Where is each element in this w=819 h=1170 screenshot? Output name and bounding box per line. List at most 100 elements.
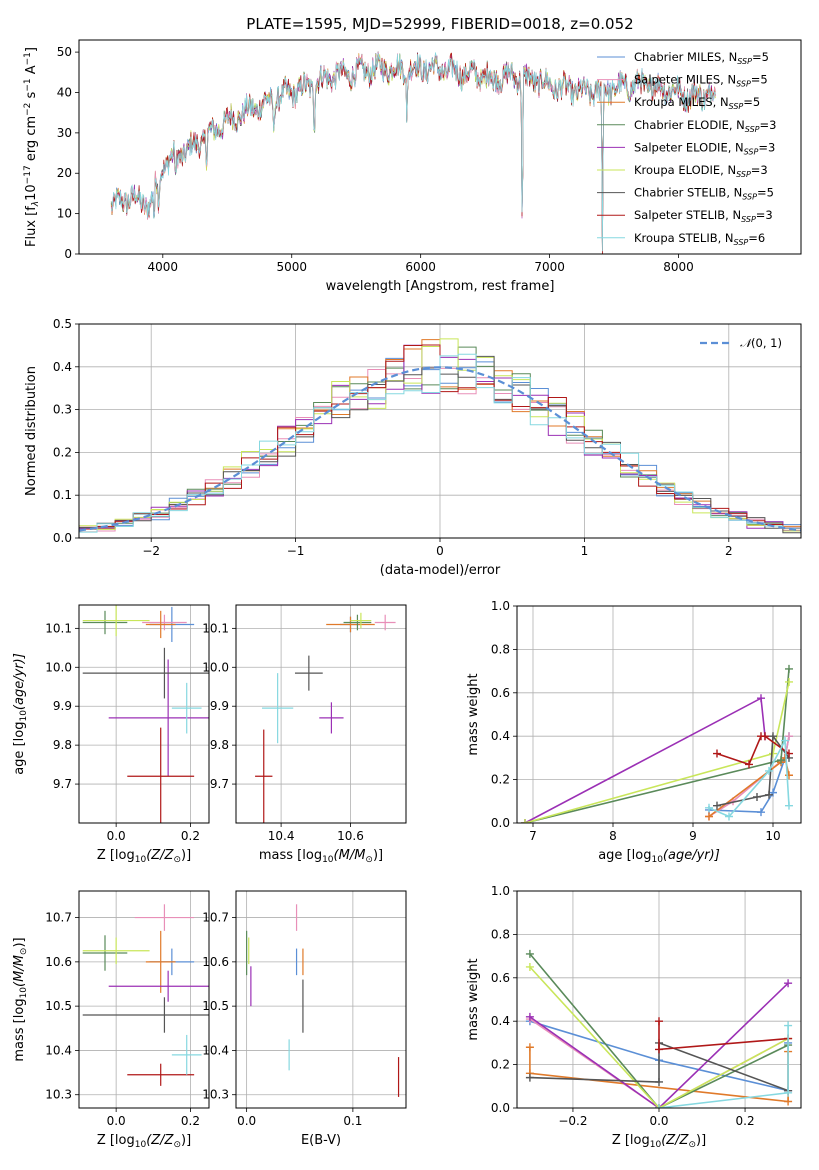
y-tick-label: 0 bbox=[64, 247, 72, 261]
weight-marker bbox=[784, 1021, 793, 1030]
plots-layer: 4000 5000 6000 7000 800001020304050wavelengt… bbox=[12, 39, 802, 1150]
x-tick-label: 10.6 bbox=[337, 829, 364, 843]
errorbar-point-2 bbox=[145, 930, 176, 993]
x-tick-label: 8000 bbox=[663, 260, 694, 274]
x-tick-label: 0.0 bbox=[107, 829, 126, 843]
legend-label-1: Salpeter MILES, NSSP=5 bbox=[634, 73, 768, 89]
legend-label-7: Salpeter STELIB, NSSP=3 bbox=[634, 208, 773, 224]
weight-line bbox=[529, 953, 789, 1108]
errorbar-point-6 bbox=[82, 997, 209, 1033]
errorbar-point-7 bbox=[255, 729, 273, 823]
plot-area-age_vs_mass bbox=[255, 612, 396, 823]
weight-series-7 bbox=[655, 1017, 793, 1054]
y-tick-label: 0.5 bbox=[53, 317, 72, 331]
y-tick-label: 10.0 bbox=[45, 660, 72, 674]
y-tick-label: 0.0 bbox=[53, 531, 72, 545]
y-axis-label: Flux [fλ10−17 erg cm−2 s−1 A−1] bbox=[23, 47, 41, 247]
weight-marker bbox=[525, 1043, 534, 1052]
normal-curve bbox=[79, 366, 801, 532]
figure-title: PLATE=1595, MJD=52999, FIBERID=0018, z=0… bbox=[246, 15, 633, 33]
weight-marker bbox=[777, 756, 785, 765]
y-tick-label: 1.0 bbox=[491, 884, 510, 898]
x-tick-label: 0.2 bbox=[181, 1114, 200, 1128]
weight-marker bbox=[785, 732, 793, 741]
weight-series-5 bbox=[521, 677, 793, 823]
x-axis-label: Z [log10(Z/Z⊙)] bbox=[97, 1133, 191, 1150]
weight-marker bbox=[705, 812, 713, 821]
axes-frame bbox=[235, 604, 407, 824]
y-tick-label: 10.6 bbox=[45, 955, 72, 969]
y-tick-label: 0.1 bbox=[53, 488, 72, 502]
y-tick-label: 10.3 bbox=[45, 1088, 72, 1102]
y-tick-label: 20 bbox=[57, 166, 72, 180]
x-tick-label: 0.0 bbox=[237, 1114, 256, 1128]
y-tick-label: 0.2 bbox=[491, 1058, 510, 1072]
weight-series-8 bbox=[655, 1021, 793, 1108]
weight-line bbox=[529, 966, 789, 1108]
weight-marker bbox=[525, 1012, 534, 1021]
errorbar-point-3 bbox=[82, 935, 128, 971]
axes-frame bbox=[78, 604, 210, 824]
y-tick-label: 30 bbox=[57, 126, 72, 140]
y-tick-label: 10.1 bbox=[202, 621, 229, 635]
y-tick-label: 10.0 bbox=[202, 660, 229, 674]
x-tick-label: 0.1 bbox=[343, 1114, 362, 1128]
x-tick-label: 9 bbox=[689, 829, 697, 843]
y-tick-label: 10.3 bbox=[202, 1088, 229, 1102]
y-tick-label: 10.7 bbox=[202, 911, 229, 925]
weight-line bbox=[529, 982, 789, 1108]
legend-label-0: Chabrier MILES, NSSP=5 bbox=[634, 50, 769, 66]
errorbar-point-6 bbox=[294, 655, 323, 691]
errorbar-point-1 bbox=[142, 614, 187, 631]
errorbar-point-5 bbox=[82, 605, 150, 637]
weight-marker bbox=[765, 766, 773, 775]
legend: 𝒩(0, 1) bbox=[700, 336, 782, 350]
plot-area-weight_vs_Z bbox=[525, 949, 793, 1108]
weight-series-4 bbox=[521, 694, 769, 823]
y-tick-label: 40 bbox=[57, 85, 72, 99]
y-tick-label: 0.4 bbox=[53, 360, 72, 374]
weight-marker bbox=[761, 732, 769, 741]
y-axis-label: mass [log10(M/M⊙)] bbox=[12, 937, 29, 1061]
y-axis-label: mass weight bbox=[466, 673, 481, 755]
x-axis-label: E(B-V) bbox=[301, 1133, 341, 1148]
legend-label-normal: 𝒩(0, 1) bbox=[740, 336, 782, 350]
x-tick-label: 0 bbox=[436, 544, 444, 558]
errorbar-point-5 bbox=[82, 937, 150, 965]
plot-area-mass_vs_Z bbox=[82, 904, 209, 1086]
weight-marker bbox=[655, 1104, 663, 1108]
y-tick-label: 10.5 bbox=[45, 999, 72, 1013]
x-tick-label: 10 bbox=[765, 829, 780, 843]
weight-marker bbox=[521, 819, 529, 823]
weight-marker bbox=[725, 812, 733, 821]
y-tick-label: 0.4 bbox=[491, 729, 510, 743]
weight-marker bbox=[655, 1077, 663, 1086]
x-tick-label: 4000 bbox=[148, 260, 179, 274]
x-tick-label: 8 bbox=[609, 829, 617, 843]
legend-label-6: Chabrier STELIB, NSSP=5 bbox=[634, 186, 774, 202]
weight-marker bbox=[713, 749, 721, 758]
axes-frame bbox=[516, 890, 802, 1109]
weight-marker bbox=[757, 694, 765, 703]
axes-frame bbox=[235, 890, 407, 1109]
y-tick-label: 9.9 bbox=[210, 699, 229, 713]
x-axis-label: Z [log10(Z/Z⊙)] bbox=[97, 848, 191, 865]
weight-marker bbox=[525, 962, 534, 971]
weight-marker bbox=[769, 732, 777, 741]
y-tick-label: 9.7 bbox=[53, 777, 72, 791]
y-tick-label: 50 bbox=[57, 45, 72, 59]
y-tick-label: 0.2 bbox=[491, 773, 510, 787]
y-tick-label: 10 bbox=[57, 207, 72, 221]
x-tick-label: −0.2 bbox=[558, 1114, 587, 1128]
legend-label-3: Chabrier ELODIE, NSSP=3 bbox=[634, 118, 776, 134]
x-tick-label: 0.2 bbox=[736, 1114, 755, 1128]
weight-marker bbox=[655, 1017, 663, 1026]
x-tick-label: 0.0 bbox=[107, 1114, 126, 1128]
y-tick-label: 0.2 bbox=[53, 445, 72, 459]
errorbar-point-7 bbox=[127, 1063, 195, 1086]
x-axis-label: Z [log10(Z/Z⊙)] bbox=[612, 1133, 706, 1150]
y-tick-label: 1.0 bbox=[491, 599, 510, 613]
plot-area-spectrum bbox=[110, 51, 716, 254]
y-tick-label: 0.8 bbox=[491, 927, 510, 941]
